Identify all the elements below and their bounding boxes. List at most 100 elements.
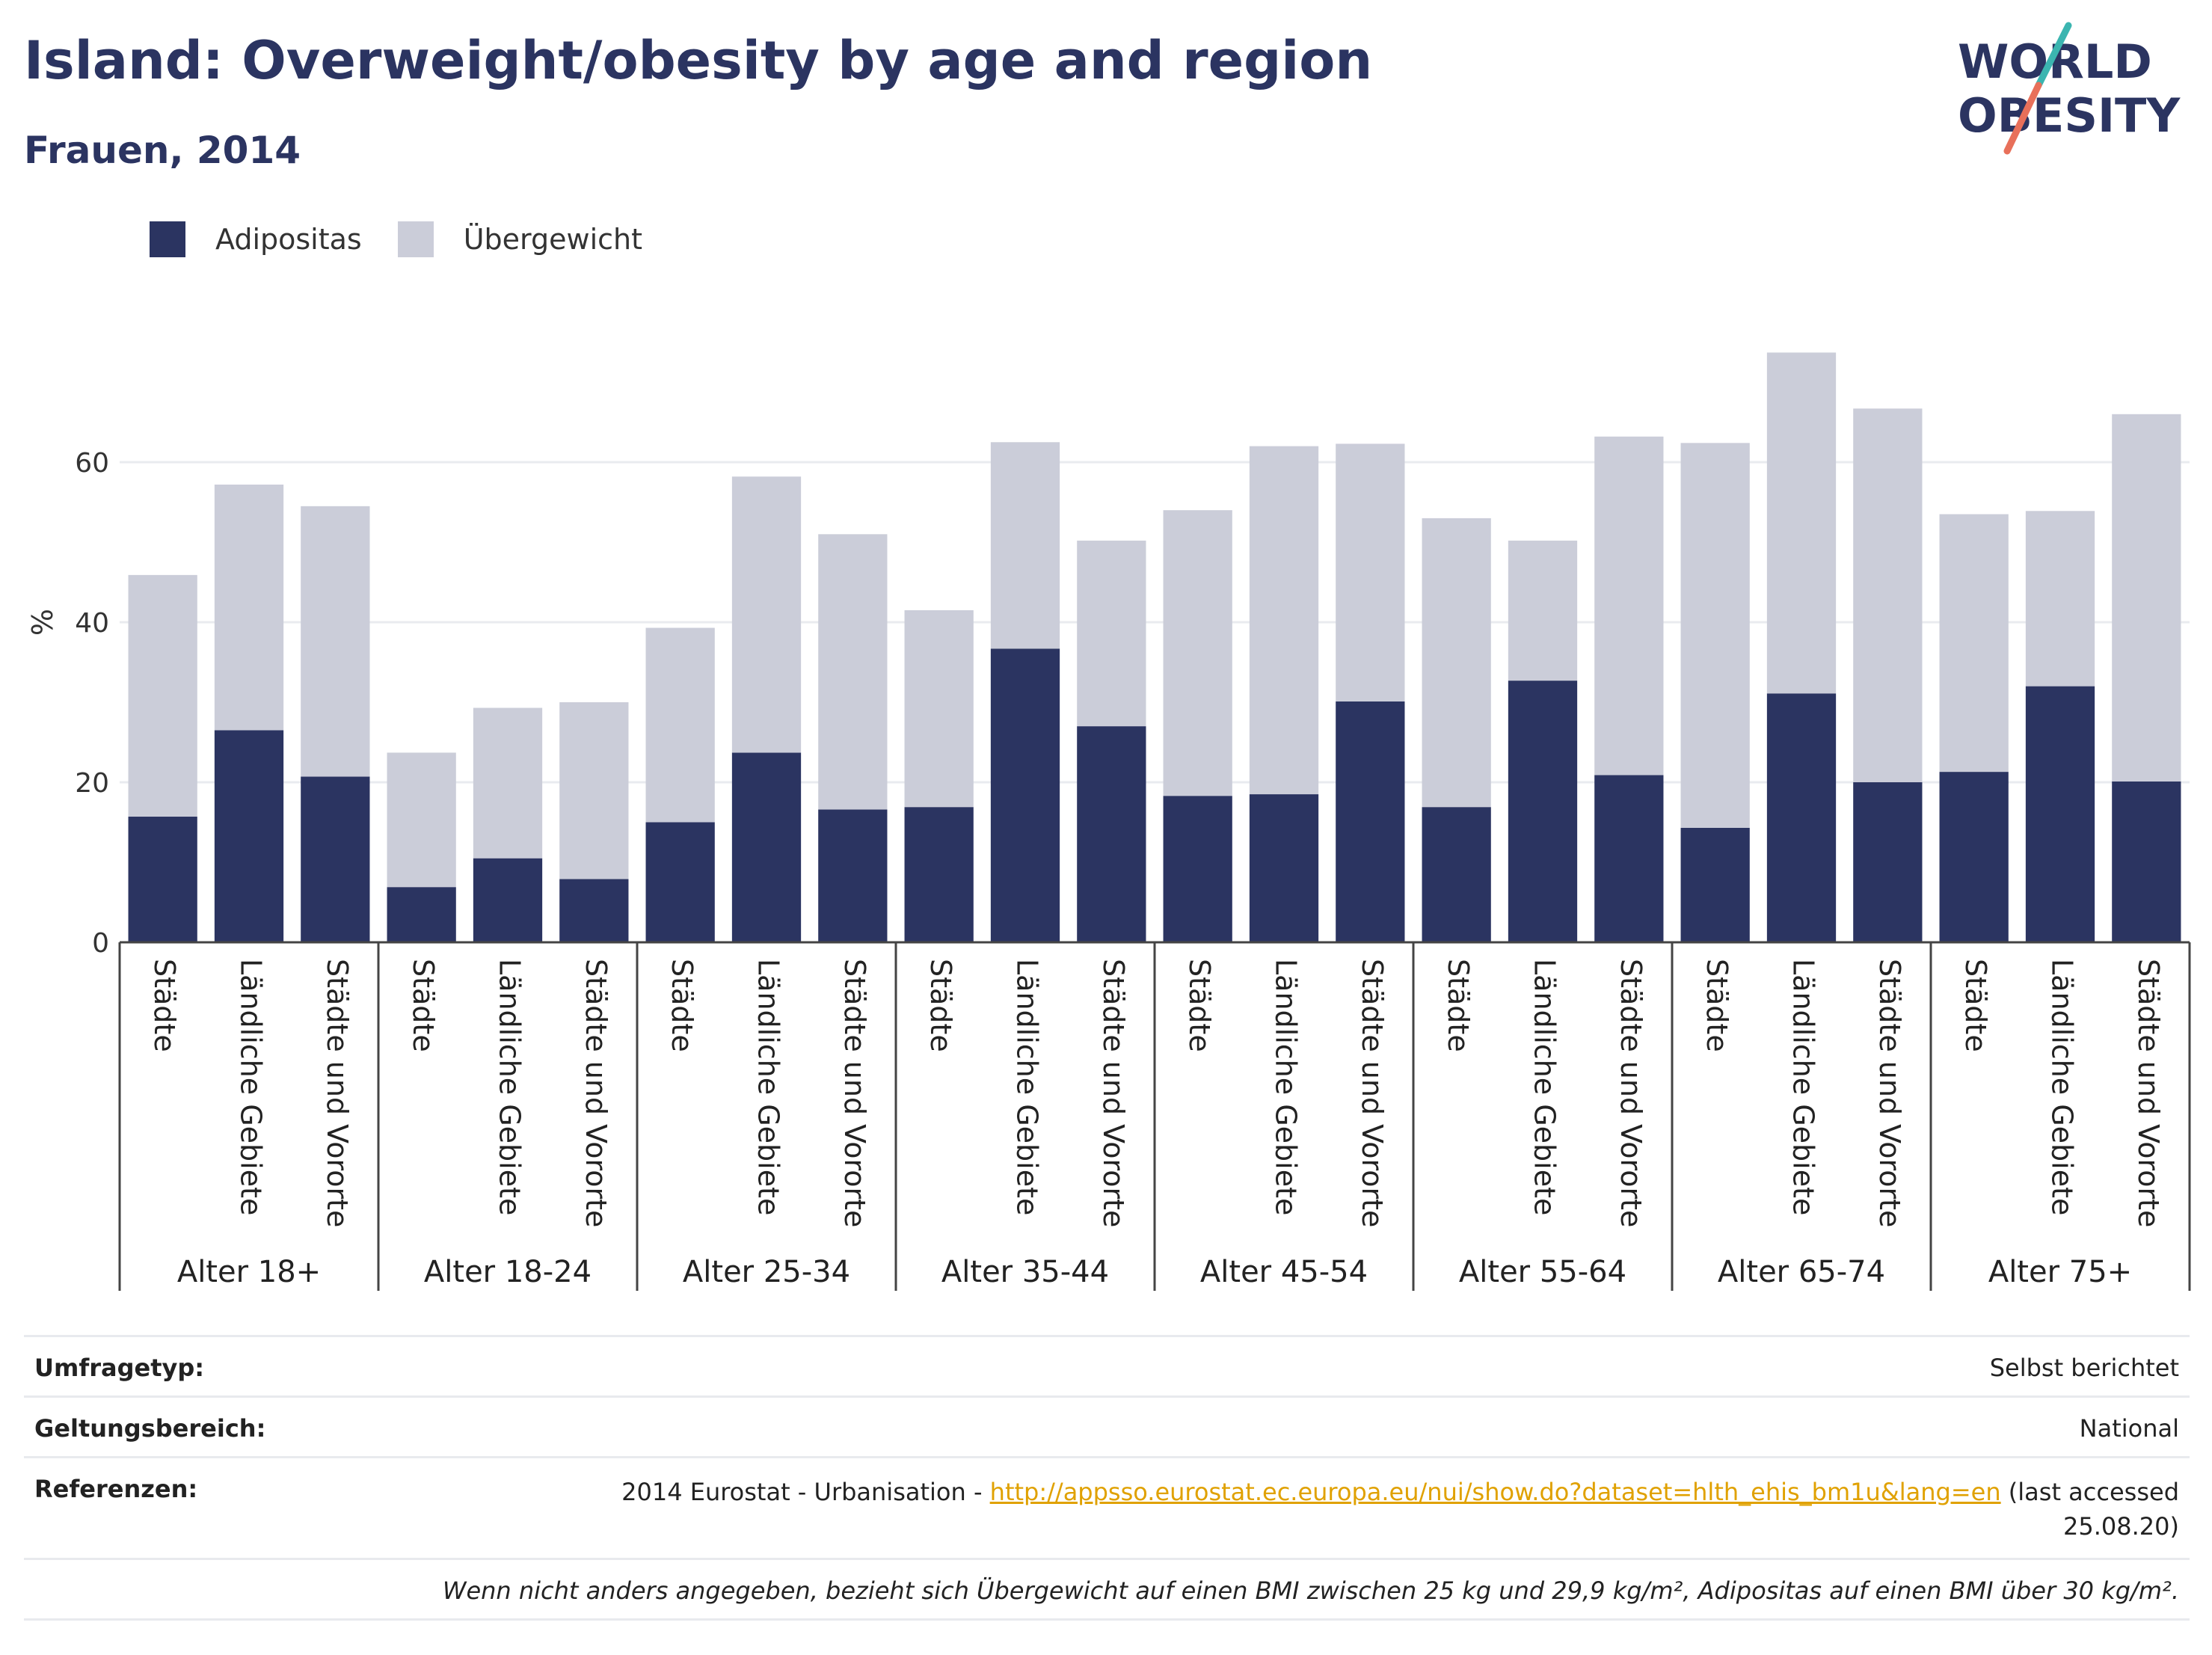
x-category-label: Städte und Vororte xyxy=(1356,959,1389,1227)
logo-slash-coral xyxy=(2003,82,2042,155)
bar-obesity xyxy=(2112,781,2181,942)
bar-obesity xyxy=(645,822,715,942)
bar-overweight xyxy=(1680,443,1750,828)
y-tick-label: 20 xyxy=(75,768,109,799)
stacked-bar-chart: 0 20 40 60% Städte Ländliche Gebiete Städte un… xyxy=(26,352,2191,1291)
x-category-label: Städte und Vororte xyxy=(1873,959,1906,1227)
bar-overweight xyxy=(214,484,284,731)
logo-text-line2: OBESITY xyxy=(1958,88,2181,143)
bar-overweight xyxy=(1594,436,1664,776)
bar-overweight xyxy=(1939,514,2009,773)
x-group-label: Alter 55-64 xyxy=(1459,1255,1626,1289)
x-category-label: Städte xyxy=(148,959,181,1052)
x-category-label: Städte und Vororte xyxy=(1615,959,1647,1227)
bar-obesity xyxy=(1853,782,1923,942)
bar-overweight xyxy=(2025,511,2095,687)
footer-row-references: Referenzen: 2014 Eurostat - Urbanisation… xyxy=(24,1456,2190,1558)
bmi-definition-note: Wenn nicht anders angegeben, bezieht sic… xyxy=(442,1576,2179,1605)
bar-obesity xyxy=(990,648,1060,942)
bar-obesity xyxy=(731,752,802,942)
x-group-label: Alter 45-54 xyxy=(1200,1255,1368,1289)
x-category-label: Ländliche Gebiete xyxy=(235,959,268,1215)
bar-overweight xyxy=(904,610,974,808)
bar-obesity xyxy=(1939,772,2009,942)
x-category-label: Ländliche Gebiete xyxy=(1529,959,1561,1215)
bar-obesity xyxy=(904,807,974,942)
bar-overweight xyxy=(1077,540,1146,727)
y-tick-label: 0 xyxy=(92,928,109,959)
x-group-label: Alter 18+ xyxy=(177,1255,321,1289)
chart-subtitle: Frauen, 2014 xyxy=(24,129,301,172)
bar-overweight xyxy=(1422,518,1491,808)
x-category-label: Städte xyxy=(924,959,957,1052)
y-tick-label: 60 xyxy=(75,448,109,479)
x-category-label: Städte und Vororte xyxy=(838,959,871,1227)
bar-obesity xyxy=(387,887,456,942)
x-category-label: Städte und Vororte xyxy=(321,959,354,1227)
bar-obesity xyxy=(301,776,370,942)
x-category-label: Ländliche Gebiete xyxy=(1787,959,1820,1215)
bar-overweight xyxy=(818,534,888,810)
survey-type-value: Selbst berichtet xyxy=(1989,1354,2179,1382)
legend-swatch-overweight xyxy=(397,221,434,257)
bar-obesity xyxy=(1680,827,1750,942)
chart-title: Island: Overweight/obesity by age and re… xyxy=(24,30,1373,91)
bar-overweight xyxy=(473,707,543,859)
x-category-label: Städte xyxy=(1442,959,1475,1052)
logo-text-line1: WORLD xyxy=(1958,34,2152,89)
x-category-label: Städte xyxy=(1701,959,1733,1052)
x-group-label: Alter 35-44 xyxy=(941,1255,1109,1289)
bar-overweight xyxy=(645,627,715,823)
world-obesity-logo: WORLD OBESITY xyxy=(1958,22,2181,155)
x-category-label: Städte xyxy=(1959,959,1992,1052)
bar-obesity xyxy=(214,730,284,942)
x-category-label: Ländliche Gebiete xyxy=(494,959,526,1215)
footer-row-note: Wenn nicht anders angegeben, bezieht sic… xyxy=(24,1557,2190,1621)
bar-overweight xyxy=(128,574,197,817)
legend-label-overweight: Übergewicht xyxy=(463,223,642,256)
bar-overweight xyxy=(387,752,456,888)
x-category-label: Ländliche Gebiete xyxy=(1270,959,1303,1215)
bar-obesity xyxy=(2025,686,2095,942)
footer-row-scope: Geltungsbereich: National xyxy=(24,1395,2190,1456)
references-suffix: (last accessed 25.08.20) xyxy=(2000,1478,2179,1541)
scope-label: Geltungsbereich: xyxy=(34,1414,266,1443)
x-group-label: Alter 25-34 xyxy=(683,1255,850,1289)
bar-obesity xyxy=(1508,681,1578,942)
bar-obesity xyxy=(1163,796,1232,942)
references-value: 2014 Eurostat - Urbanisation - http://ap… xyxy=(609,1475,2179,1544)
chart-footer: Umfragetyp: Selbst berichtet Geltungsber… xyxy=(24,1335,2190,1621)
y-axis-label: % xyxy=(26,609,59,636)
bar-obesity xyxy=(559,879,629,942)
survey-type-label: Umfragetyp: xyxy=(34,1354,205,1382)
bar-overweight xyxy=(1336,443,1405,701)
references-prefix: 2014 Eurostat - Urbanisation - xyxy=(621,1478,990,1506)
legend-label-obesity: Adipositas xyxy=(215,223,362,256)
x-category-label: Städte xyxy=(666,959,698,1052)
bar-obesity xyxy=(1594,775,1664,942)
y-tick-label: 40 xyxy=(75,608,109,639)
bar-obesity xyxy=(1249,794,1319,942)
bar-obesity xyxy=(1077,726,1146,942)
bar-overweight xyxy=(731,476,802,753)
x-category-label: Städte xyxy=(1183,959,1216,1052)
references-link[interactable]: http://appsso.eurostat.ec.europa.eu/nui/… xyxy=(989,1478,2001,1506)
bar-obesity xyxy=(818,809,888,942)
logo-slash-teal xyxy=(2035,22,2072,89)
bar-overweight xyxy=(1508,540,1578,681)
references-label: Referenzen: xyxy=(34,1475,198,1503)
x-category-label: Städte und Vororte xyxy=(580,959,612,1227)
x-group-label: Alter 18-24 xyxy=(424,1255,592,1289)
legend-item-overweight[interactable]: Übergewicht xyxy=(397,221,642,257)
x-group-label: Alter 75+ xyxy=(1988,1255,2132,1289)
x-category-label: Ländliche Gebiete xyxy=(752,959,785,1215)
x-category-label: Städte xyxy=(407,959,440,1052)
bar-obesity xyxy=(1336,701,1405,942)
legend-item-obesity[interactable]: Adipositas xyxy=(150,221,362,257)
bar-overweight xyxy=(1766,352,1837,694)
x-category-label: Ländliche Gebiete xyxy=(2046,959,2079,1215)
bar-obesity xyxy=(1422,807,1491,942)
bar-obesity xyxy=(1766,693,1837,942)
bar-overweight xyxy=(1163,510,1232,796)
footer-row-survey-type: Umfragetyp: Selbst berichtet xyxy=(24,1335,2190,1395)
